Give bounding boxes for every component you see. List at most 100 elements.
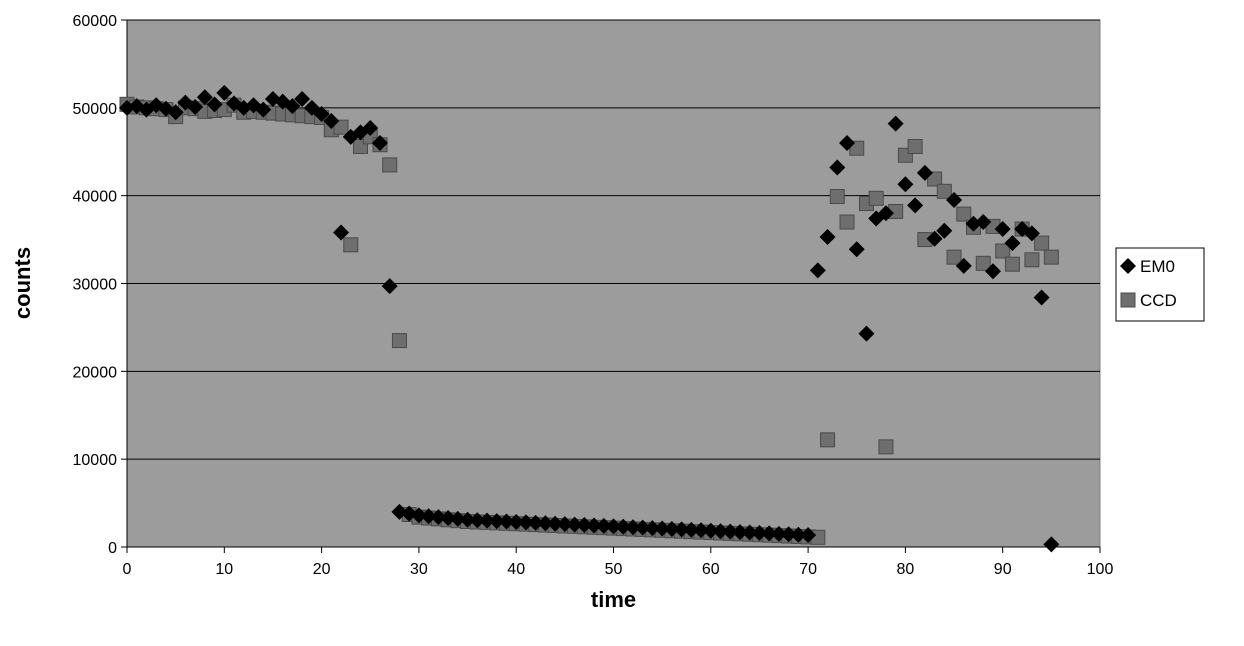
data-point-square <box>333 119 349 135</box>
data-point-square <box>927 171 943 187</box>
data-point-diamond <box>741 524 758 541</box>
data-point-diamond <box>926 230 943 247</box>
data-point-diamond <box>362 120 379 137</box>
y-tick-label: 0 <box>108 540 117 557</box>
data-point-diamond <box>1043 536 1060 553</box>
data-point-diamond <box>673 521 690 538</box>
data-point-diamond <box>702 522 719 539</box>
data-point-diamond <box>790 526 807 543</box>
data-point-diamond <box>556 516 573 533</box>
data-point-diamond <box>566 516 583 533</box>
data-point-square <box>829 189 845 205</box>
legend: EM0 CCD <box>1115 247 1205 322</box>
data-point-diamond <box>430 509 447 526</box>
data-point-diamond <box>294 91 311 108</box>
data-point-diamond <box>595 517 612 534</box>
data-point-diamond <box>187 98 204 115</box>
data-point-diamond <box>586 517 603 534</box>
data-point-square <box>1024 252 1040 268</box>
data-point-diamond <box>284 98 301 115</box>
y-tick-label: 30000 <box>73 277 118 294</box>
x-tick-label: 70 <box>799 561 817 578</box>
data-point-diamond <box>887 115 904 132</box>
data-point-diamond <box>420 508 437 525</box>
data-point-diamond <box>946 192 963 209</box>
legend-marker-em0 <box>1120 258 1136 274</box>
data-point-diamond <box>459 511 476 528</box>
y-tick-label: 20000 <box>73 364 118 381</box>
data-point-diamond <box>936 222 953 239</box>
data-point-square <box>839 214 855 230</box>
data-point-diamond <box>693 522 710 539</box>
data-point-diamond <box>839 134 856 151</box>
data-point-diamond <box>196 89 213 106</box>
data-point-square <box>907 138 923 154</box>
data-point-diamond <box>848 241 865 258</box>
data-point-diamond <box>877 205 894 222</box>
x-tick-label: 10 <box>215 561 233 578</box>
data-point-diamond <box>634 519 651 536</box>
data-point-diamond <box>333 224 350 241</box>
data-point-diamond <box>1004 235 1021 252</box>
data-point-square <box>1004 256 1020 272</box>
data-point-diamond <box>508 513 525 530</box>
data-point-diamond <box>576 517 593 534</box>
y-axis-ticks: 0 10000 20000 30000 40000 50000 60000 <box>73 13 128 557</box>
data-point-diamond <box>167 104 184 121</box>
data-point-diamond <box>654 520 671 537</box>
x-tick-label: 100 <box>1087 561 1114 578</box>
x-tick-label: 80 <box>897 561 915 578</box>
data-point-square <box>975 255 991 271</box>
data-point-diamond <box>663 520 680 537</box>
legend-marker-ccd <box>1120 292 1136 308</box>
data-point-diamond <box>488 513 505 530</box>
data-point-diamond <box>547 515 564 532</box>
data-point-diamond <box>829 159 846 176</box>
legend-box <box>1115 247 1205 322</box>
data-point-diamond <box>381 278 398 295</box>
x-axis-ticks: 0 10 20 30 40 50 60 70 80 90 100 <box>123 546 1114 578</box>
data-point-diamond <box>955 257 972 274</box>
data-point-diamond <box>216 84 233 101</box>
legend-label-ccd: CCD <box>1140 291 1177 310</box>
data-point-diamond <box>858 325 875 342</box>
data-point-diamond <box>371 134 388 151</box>
data-point-diamond <box>994 221 1011 238</box>
data-point-diamond <box>206 96 223 113</box>
data-point-diamond <box>722 523 739 540</box>
data-point-square <box>1043 249 1059 265</box>
data-point-square <box>878 439 894 455</box>
data-point-square <box>343 237 359 253</box>
data-point-diamond <box>800 527 817 544</box>
data-point-diamond <box>975 214 992 231</box>
data-point-diamond <box>907 197 924 214</box>
data-point-diamond <box>916 164 933 181</box>
y-tick-label: 10000 <box>73 452 118 469</box>
x-tick-label: 30 <box>410 561 428 578</box>
data-point-diamond <box>440 510 457 527</box>
data-point-diamond <box>731 524 748 541</box>
data-point-square <box>868 190 884 206</box>
data-point-diamond <box>770 525 787 542</box>
data-point-diamond <box>1023 225 1040 242</box>
x-tick-label: 0 <box>123 561 132 578</box>
series-em0 <box>119 84 1060 553</box>
x-tick-label: 60 <box>702 561 720 578</box>
data-point-diamond <box>469 512 486 529</box>
data-point-diamond <box>624 519 641 536</box>
data-point-diamond <box>761 525 778 542</box>
data-point-diamond <box>683 521 700 538</box>
x-axis-title: time <box>591 587 636 612</box>
x-tick-label: 50 <box>605 561 623 578</box>
data-point-diamond <box>984 263 1001 280</box>
data-point-square <box>1034 235 1050 251</box>
x-tick-label: 20 <box>313 561 331 578</box>
data-point-square <box>936 183 952 199</box>
data-point-diamond <box>751 524 768 541</box>
data-point-diamond <box>615 518 632 535</box>
y-tick-label: 40000 <box>73 189 118 206</box>
data-point-diamond <box>498 513 515 530</box>
data-point-diamond <box>313 105 330 122</box>
data-point-square <box>995 243 1011 259</box>
